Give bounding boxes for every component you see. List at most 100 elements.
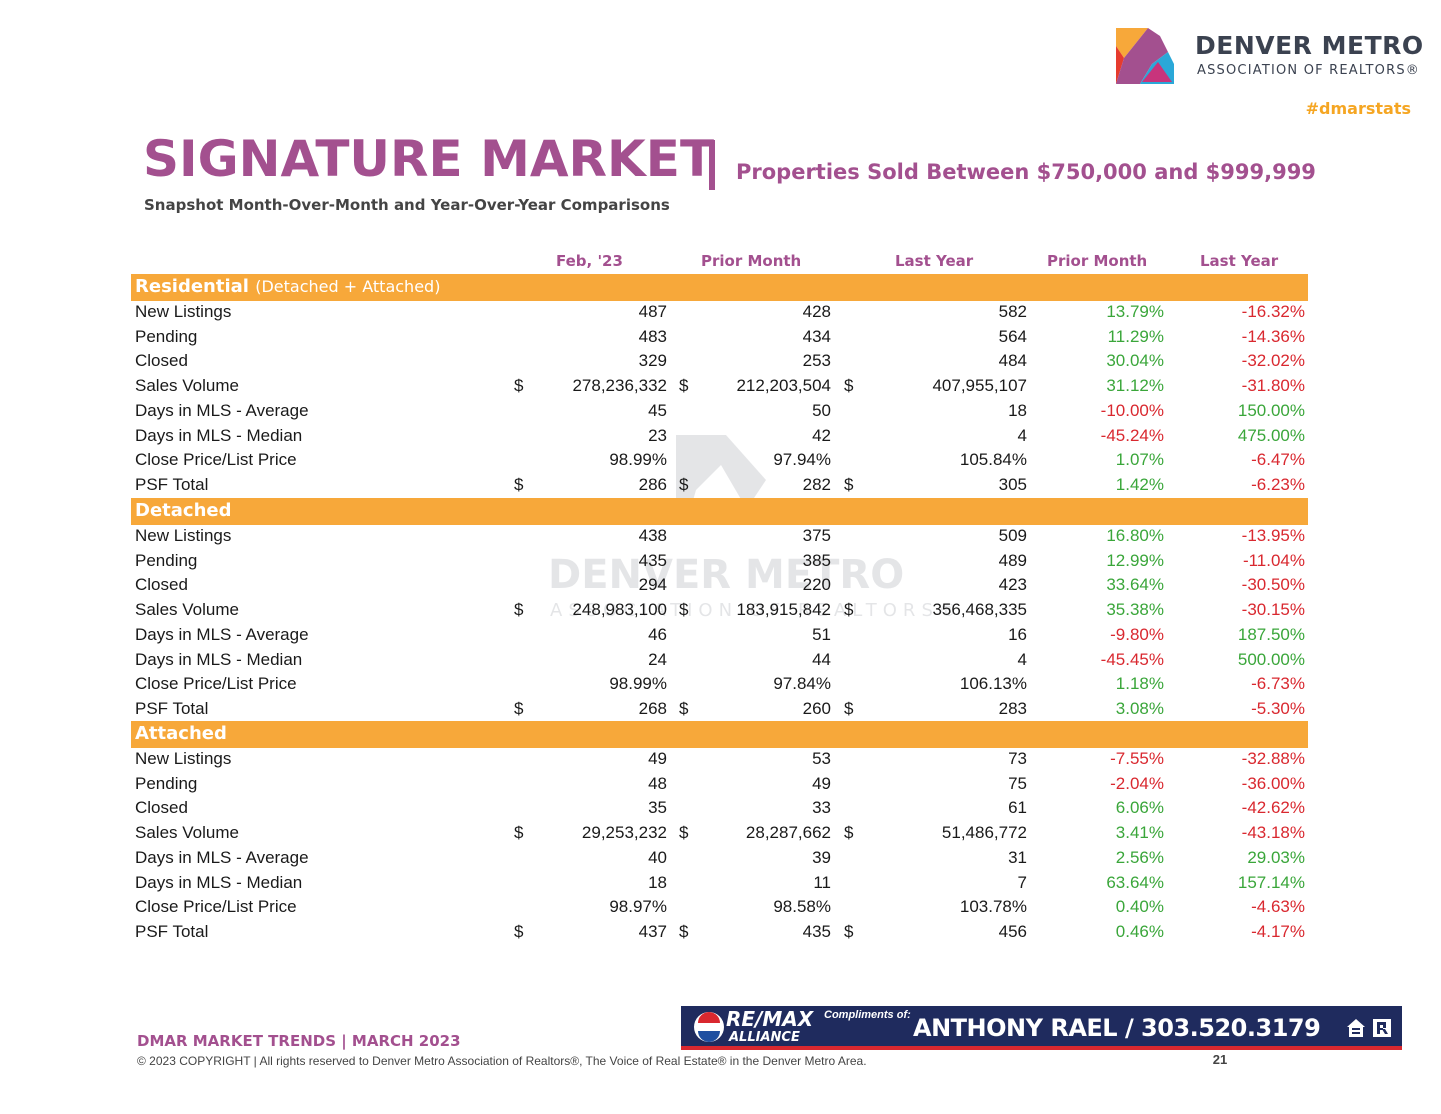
dollar-sign: $ [679,475,689,494]
pct-last-year: 150.00% [1237,401,1305,420]
pct-last-year: -43.18% [1241,823,1305,842]
value-feb: 437 [638,922,667,941]
value-feb: 483 [638,327,667,346]
dollar-sign: $ [679,376,689,395]
pct-prior-month: 31.12% [1106,376,1164,395]
dollar-sign: $ [514,376,524,395]
row-label: Pending [135,774,198,793]
remax-balloon-icon [694,1012,724,1042]
page-subtitle: Properties Sold Between $750,000 and $99… [736,160,1316,184]
section-title-text: Detached [135,500,232,521]
table-row: New Listings 49 53 73 -7.55% -32.88% [131,747,1308,771]
value-last-year: 305 [998,475,1027,494]
value-feb: 294 [638,575,667,594]
pct-last-year: -14.36% [1241,327,1305,346]
row-label: Closed [135,351,188,370]
value-feb: 45 [648,401,667,420]
agent-contact: ANTHONY RAEL / 303.520.3179 [913,1014,1321,1042]
section-title: Detached [135,500,231,521]
table-row: Sales Volume 29,253,232 28,287,662 51,486,7… [131,821,1308,845]
table-row: Days in MLS - Median 24 44 4 -45.45% 500.00% [131,648,1308,672]
table-row: New Listings 487 428 582 13.79% -16.32% [131,300,1308,324]
pct-last-year: 29.03% [1247,848,1305,867]
value-last-year: 489 [998,551,1027,570]
pct-prior-month: 3.41% [1115,823,1164,842]
value-prior-month: 98.58% [773,897,831,916]
title-divider [709,140,715,190]
dollar-sign: $ [514,600,524,619]
pct-last-year: -4.63% [1251,897,1305,916]
value-last-year: 51,486,772 [941,823,1027,842]
row-label: Closed [135,575,188,594]
value-last-year: 4 [1017,650,1027,669]
value-last-year: 75 [1008,774,1027,793]
table-row: Closed 329 253 484 30.04% -32.02% [131,349,1308,373]
value-feb: 35 [648,798,667,817]
row-label: Close Price/List Price [135,674,297,693]
pct-prior-month: 13.79% [1106,302,1164,321]
value-feb: 98.99% [609,450,667,469]
row-label: Close Price/List Price [135,897,297,916]
value-feb: 268 [638,699,667,718]
row-label: PSF Total [135,922,209,941]
value-last-year: 61 [1008,798,1027,817]
pct-last-year: -5.30% [1251,699,1305,718]
page-title: SIGNATURE MARKET [143,130,715,188]
value-last-year: 423 [998,575,1027,594]
copyright: © 2023 COPYRIGHT | All rights reserved t… [137,1054,867,1068]
value-feb: 46 [648,625,667,644]
dollar-sign: $ [844,475,854,494]
pct-prior-month: -45.24% [1100,426,1164,445]
row-label: Sales Volume [135,600,239,619]
table-row: Sales Volume 248,983,100 183,915,842 356,46… [131,598,1308,622]
value-feb: 286 [638,475,667,494]
dollar-sign: $ [844,699,854,718]
value-prior-month: 220 [802,575,831,594]
value-last-year: 106.13% [959,674,1027,693]
row-label: Close Price/List Price [135,450,297,469]
pct-last-year: -4.17% [1251,922,1305,941]
row-label: Pending [135,551,198,570]
section-title: Attached [135,723,227,744]
value-prior-month: 44 [812,650,831,669]
value-prior-month: 260 [802,699,831,718]
page-number: 21 [1212,1052,1228,1067]
value-feb: 24 [648,650,667,669]
section-header-attached: Attached [131,721,1308,748]
value-feb: 278,236,332 [572,376,667,395]
table-row: Days in MLS - Average 46 51 16 -9.80% 187.50% [131,623,1308,647]
pct-last-year: 475.00% [1237,426,1305,445]
pct-prior-month: -2.04% [1110,774,1164,793]
table-row: PSF Total 437 435 456 0.46% -4.17% $ $ $ [131,920,1308,944]
value-prior-month: 97.84% [773,674,831,693]
value-last-year: 509 [998,526,1027,545]
pct-prior-month: -7.55% [1110,749,1164,768]
section-note: (Detached + Attached) [255,277,441,296]
table-row: Days in MLS - Median 18 11 7 63.64% 157.14% [131,871,1308,895]
value-feb: 487 [638,302,667,321]
pct-prior-month: 1.42% [1115,475,1164,494]
value-prior-month: 11 [813,873,831,892]
value-prior-month: 33 [812,798,831,817]
value-prior-month: 212,203,504 [736,376,831,395]
row-label: Days in MLS - Median [135,650,303,669]
value-last-year: 18 [1008,401,1027,420]
remax-alliance: ALLIANCE [729,1030,800,1045]
row-label: Days in MLS - Median [135,426,303,445]
pct-prior-month: 12.99% [1106,551,1164,570]
dollar-sign: $ [679,699,689,718]
logo-name: DENVER METRO [1195,31,1424,60]
value-prior-month: 435 [802,922,831,941]
pct-prior-month: 1.18% [1115,674,1164,693]
row-label: Days in MLS - Average [135,401,309,420]
value-feb: 18 [648,873,667,892]
pct-last-year: -30.15% [1241,600,1305,619]
table-row: Close Price/List Price 98.97% 98.58% 103.78… [131,895,1308,919]
row-label: PSF Total [135,475,209,494]
pct-prior-month: 16.80% [1106,526,1164,545]
pct-prior-month: 3.08% [1115,699,1164,718]
value-last-year: 564 [998,327,1027,346]
row-label: Sales Volume [135,823,239,842]
value-feb: 29,253,232 [581,823,667,842]
value-feb: 98.97% [609,897,667,916]
